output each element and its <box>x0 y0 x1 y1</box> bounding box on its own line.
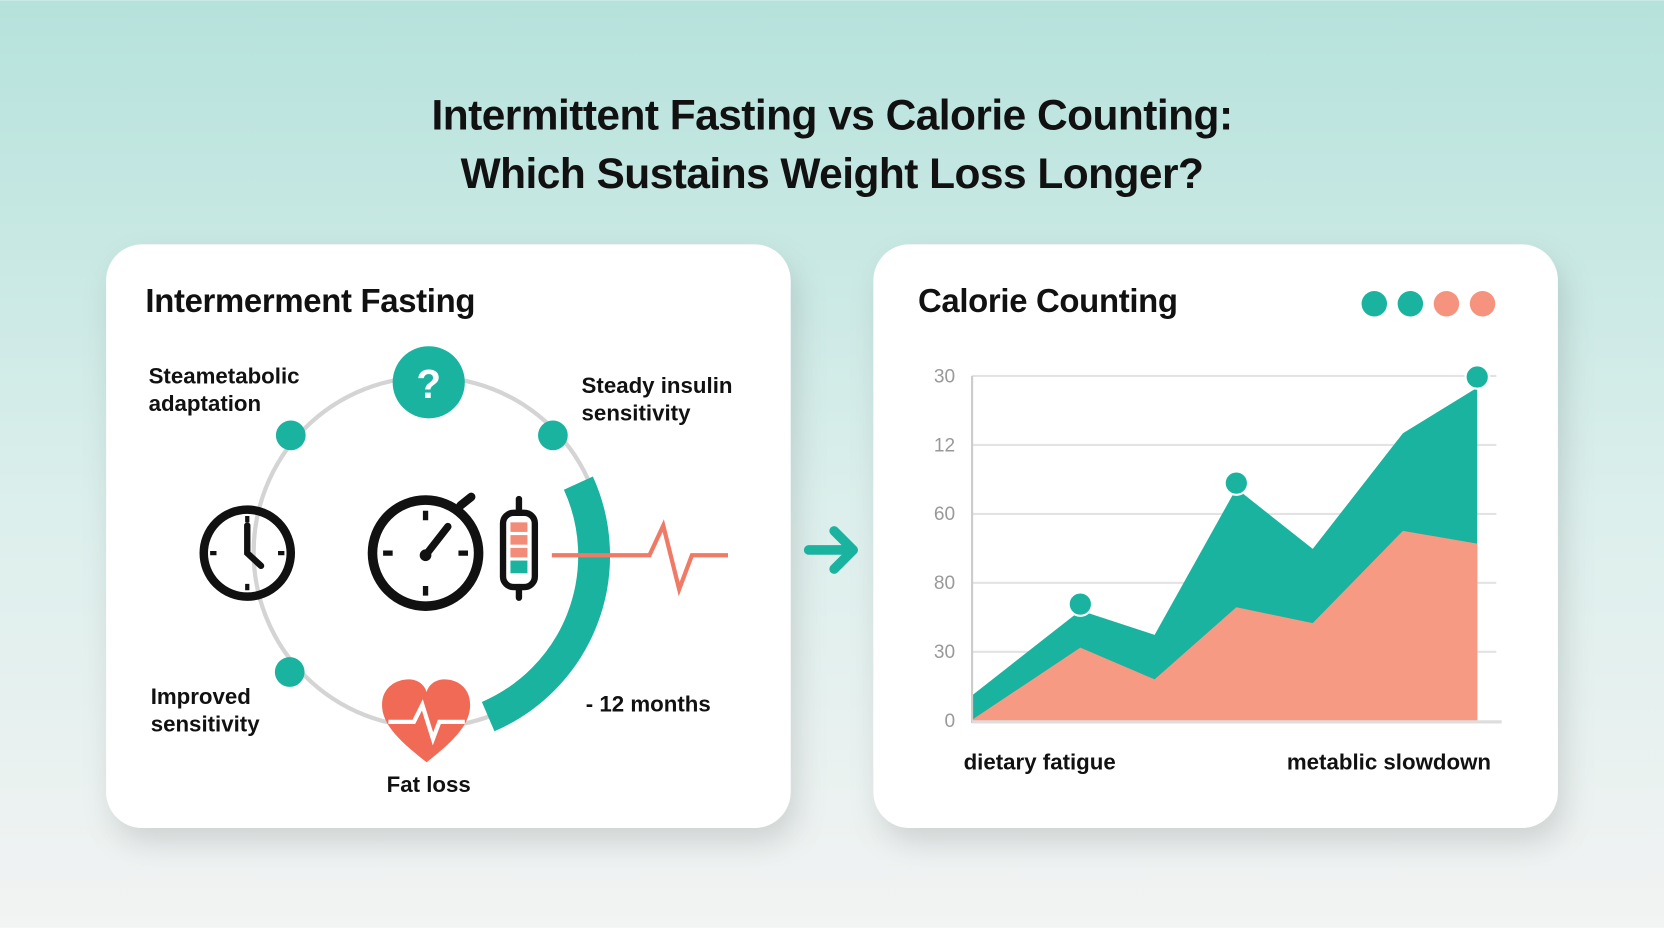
y-tick-label: 30 <box>934 642 955 663</box>
label: Steametabolic <box>149 363 300 388</box>
title: Which Sustains Weight Loss Longer? <box>461 150 1204 197</box>
cycle-diagram: ? <box>199 346 728 763</box>
x-label: dietary fatigue <box>964 750 1116 775</box>
area-chart <box>971 364 1502 724</box>
label: Improved <box>151 684 251 709</box>
salmon-area <box>972 530 1478 721</box>
title: Intermittent Fasting vs Calorie Counting… <box>431 92 1232 139</box>
arrow <box>803 526 859 574</box>
label: - 12 months <box>586 691 711 716</box>
meter-icon <box>499 495 539 601</box>
marker <box>1223 470 1250 496</box>
y-tick-label: 30 <box>934 366 955 387</box>
clock-icon <box>199 505 296 601</box>
label: sensitivity <box>582 400 692 425</box>
y-tick-label: 60 <box>934 504 955 525</box>
stopwatch-icon <box>367 492 484 611</box>
y-tick-label: 80 <box>934 573 955 594</box>
dot <box>1397 291 1424 317</box>
question-icon <box>392 346 465 419</box>
label: sensitivity <box>151 711 261 736</box>
dot <box>275 420 306 451</box>
dot <box>1469 291 1496 317</box>
label: Steady insulin <box>582 373 733 398</box>
card-heading: Calorie Counting <box>918 282 1178 319</box>
card-heading: Intermerment Fasting <box>145 282 475 319</box>
card <box>106 244 791 828</box>
label: adaptation <box>149 391 262 416</box>
x-label: metablic slowdown <box>1287 750 1491 775</box>
heartbeat-line <box>551 519 728 597</box>
y-tick-label: 0 <box>944 711 955 732</box>
label: Fat loss <box>387 772 471 797</box>
dot <box>1433 291 1460 317</box>
question-mark: ? <box>416 361 441 407</box>
dot <box>538 420 568 451</box>
dot <box>274 657 305 687</box>
y-tick-label: 12 <box>934 435 955 456</box>
marker <box>1067 591 1094 617</box>
progress-arc <box>481 476 611 732</box>
marker <box>1464 364 1490 390</box>
heart-icon <box>382 679 471 763</box>
dot <box>1361 291 1388 317</box>
